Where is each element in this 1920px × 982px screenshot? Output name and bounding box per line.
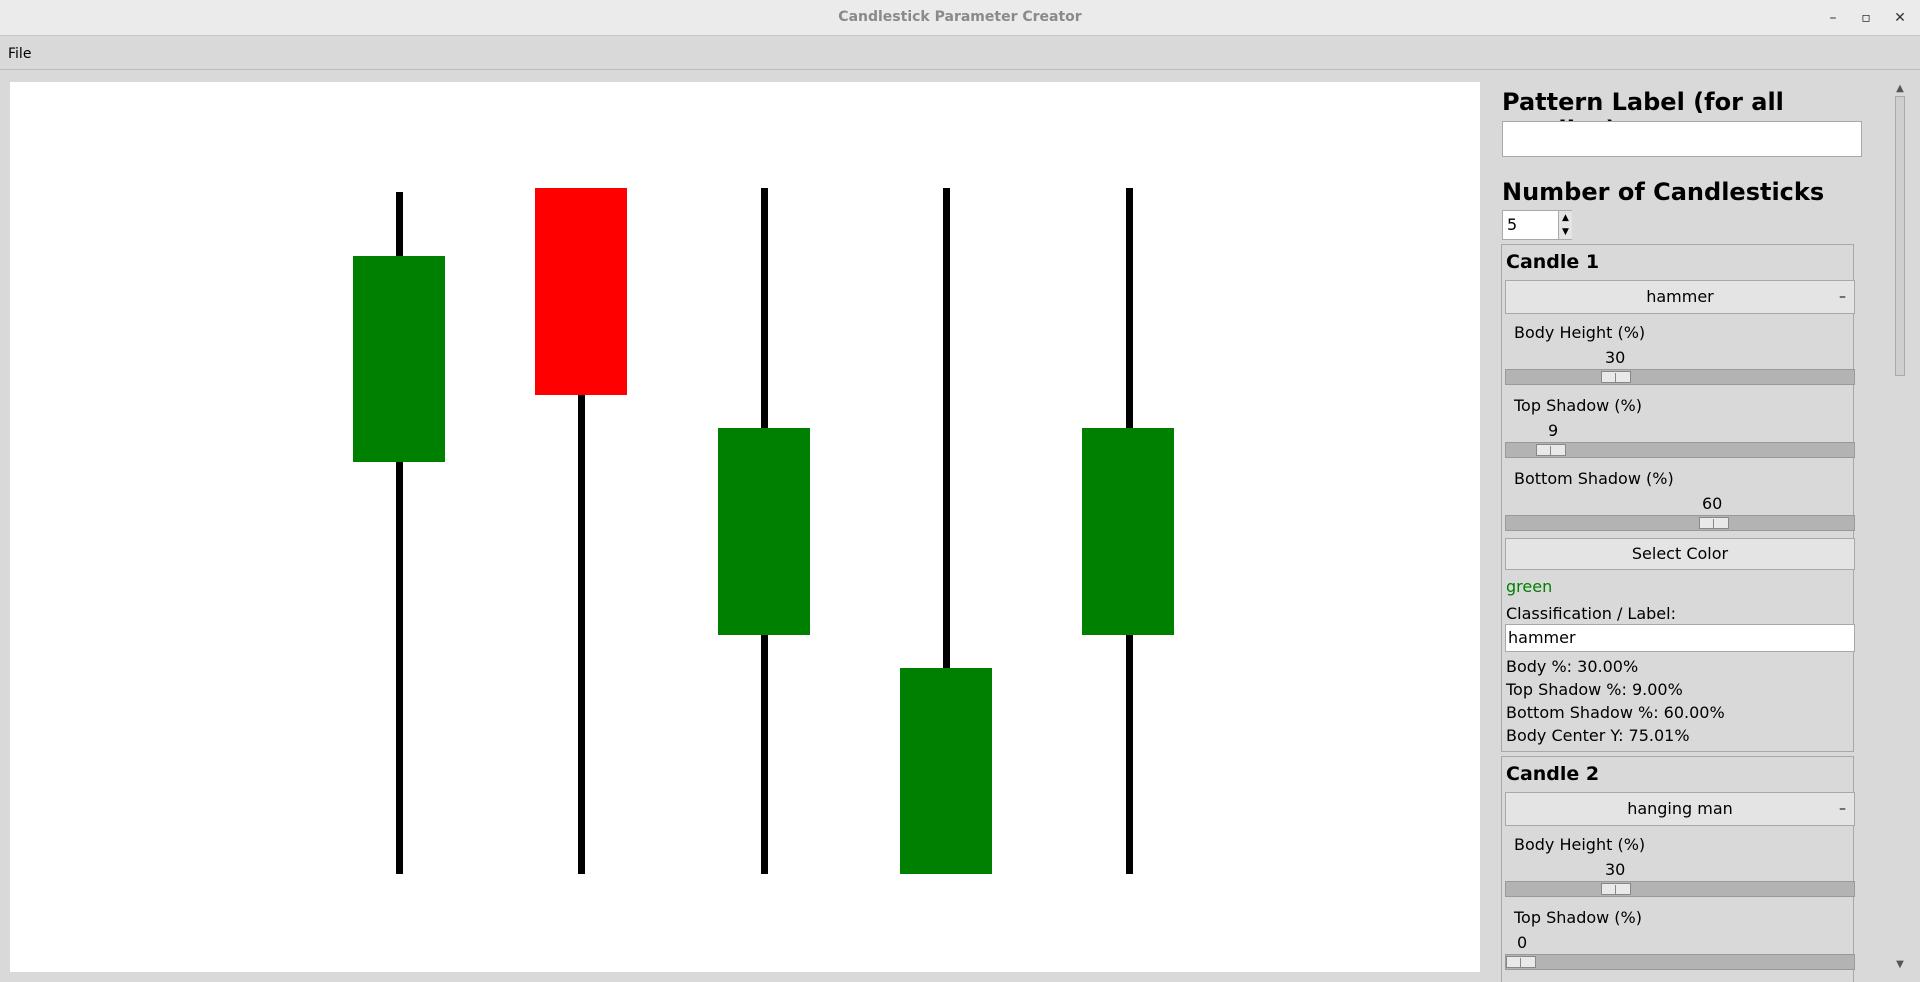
dropdown-arrow-icon: – <box>1839 801 1846 817</box>
candle-1-bottom-shadow-value: 60 <box>1702 494 1723 513</box>
window-title: Candlestick Parameter Creator <box>838 9 1082 25</box>
candle-1-frame: Candle 1 hammer – Body Height (%) 30 Top… <box>1501 244 1855 752</box>
candle-2-title: Candle 2 <box>1506 763 1600 785</box>
candle-2-top-shadow-value: 0 <box>1517 933 1528 952</box>
slider-thumb[interactable] <box>1506 956 1536 968</box>
candle-1-top-shadow-label: Top Shadow (%) <box>1514 396 1642 415</box>
candle-2-body <box>535 188 627 395</box>
candle-1-classification-label: Classification / Label: <box>1506 604 1676 623</box>
candle-1-color-name: green <box>1506 577 1553 596</box>
spin-arrows[interactable]: ▲ ▼ <box>1558 211 1572 239</box>
candle-1-select-color-button[interactable]: Select Color <box>1505 538 1855 570</box>
candle-3-body <box>718 428 810 635</box>
candle-1-pattern: hammer <box>1646 287 1714 306</box>
candle-2-frame: Candle 2 hanging man – Body Height (%) 3… <box>1501 756 1855 982</box>
candle-2-top-shadow-slider[interactable] <box>1505 954 1855 970</box>
candlestick-canvas <box>10 82 1480 972</box>
candle-2-body-height-slider[interactable] <box>1505 881 1855 897</box>
candle-1-bottom-shadow-slider[interactable] <box>1505 515 1855 531</box>
candle-1-body-height-slider[interactable] <box>1505 369 1855 385</box>
candle-4-wick <box>943 188 950 874</box>
panel-scrollbar[interactable]: ▲ ▼ <box>1893 82 1907 972</box>
candle-1-top-shadow-slider[interactable] <box>1505 442 1855 458</box>
candle-2-top-shadow-label: Top Shadow (%) <box>1514 908 1642 927</box>
candle-1-body-pct: Body %: 30.00% <box>1506 657 1639 676</box>
title-bar: Candlestick Parameter Creator – ▫ ✕ <box>0 0 1920 36</box>
candle-1-body-center: Body Center Y: 75.01% <box>1506 726 1690 745</box>
candle-1-top-shadow-pct: Top Shadow %: 9.00% <box>1506 680 1683 699</box>
maximize-icon[interactable]: ▫ <box>1861 10 1871 26</box>
candle-1-bottom-shadow-label: Bottom Shadow (%) <box>1514 469 1674 488</box>
candle-1-title: Candle 1 <box>1506 251 1600 273</box>
candle-1-wick <box>396 192 403 874</box>
num-candles-title: Number of Candlesticks <box>1502 178 1825 206</box>
dropdown-arrow-icon: – <box>1839 289 1846 305</box>
slider-thumb[interactable] <box>1601 883 1631 895</box>
num-candles-spinbox[interactable]: 5 ▲ ▼ <box>1502 210 1572 240</box>
candle-2-body-height-value: 30 <box>1605 860 1626 879</box>
candle-1-classification-input[interactable]: hammer <box>1505 624 1855 652</box>
candle-1-body-height-label: Body Height (%) <box>1514 323 1646 342</box>
num-candles-value: 5 <box>1507 215 1518 234</box>
slider-thumb[interactable] <box>1699 517 1729 529</box>
scrollbar-thumb[interactable] <box>1895 96 1905 376</box>
candle-2-body-height-label: Body Height (%) <box>1514 835 1646 854</box>
slider-thumb[interactable] <box>1536 444 1566 456</box>
candle-2-pattern-dropdown[interactable]: hanging man – <box>1505 792 1855 826</box>
menu-bar: File <box>0 37 1920 70</box>
candle-1-pattern-dropdown[interactable]: hammer – <box>1505 280 1855 314</box>
minimize-icon[interactable]: – <box>1829 10 1837 26</box>
candle-4-body <box>900 668 992 874</box>
scroll-down-icon[interactable]: ▼ <box>1896 959 1904 970</box>
candle-1-top-shadow-value: 9 <box>1548 421 1559 440</box>
pattern-label-input[interactable] <box>1502 121 1862 157</box>
candle-1-body <box>353 256 445 462</box>
candle-1-body-height-value: 30 <box>1605 348 1626 367</box>
candle-5-body <box>1082 428 1174 635</box>
candle-2-wick <box>578 188 585 874</box>
slider-thumb[interactable] <box>1601 371 1631 383</box>
candle-1-bottom-shadow-pct: Bottom Shadow %: 60.00% <box>1506 703 1725 722</box>
close-icon[interactable]: ✕ <box>1894 10 1906 26</box>
menu-file[interactable]: File <box>8 46 32 62</box>
candle-2-pattern: hanging man <box>1627 799 1733 818</box>
scroll-up-icon[interactable]: ▲ <box>1896 83 1904 94</box>
control-panel: Pattern Label (for all candles): Number … <box>1492 82 1900 982</box>
